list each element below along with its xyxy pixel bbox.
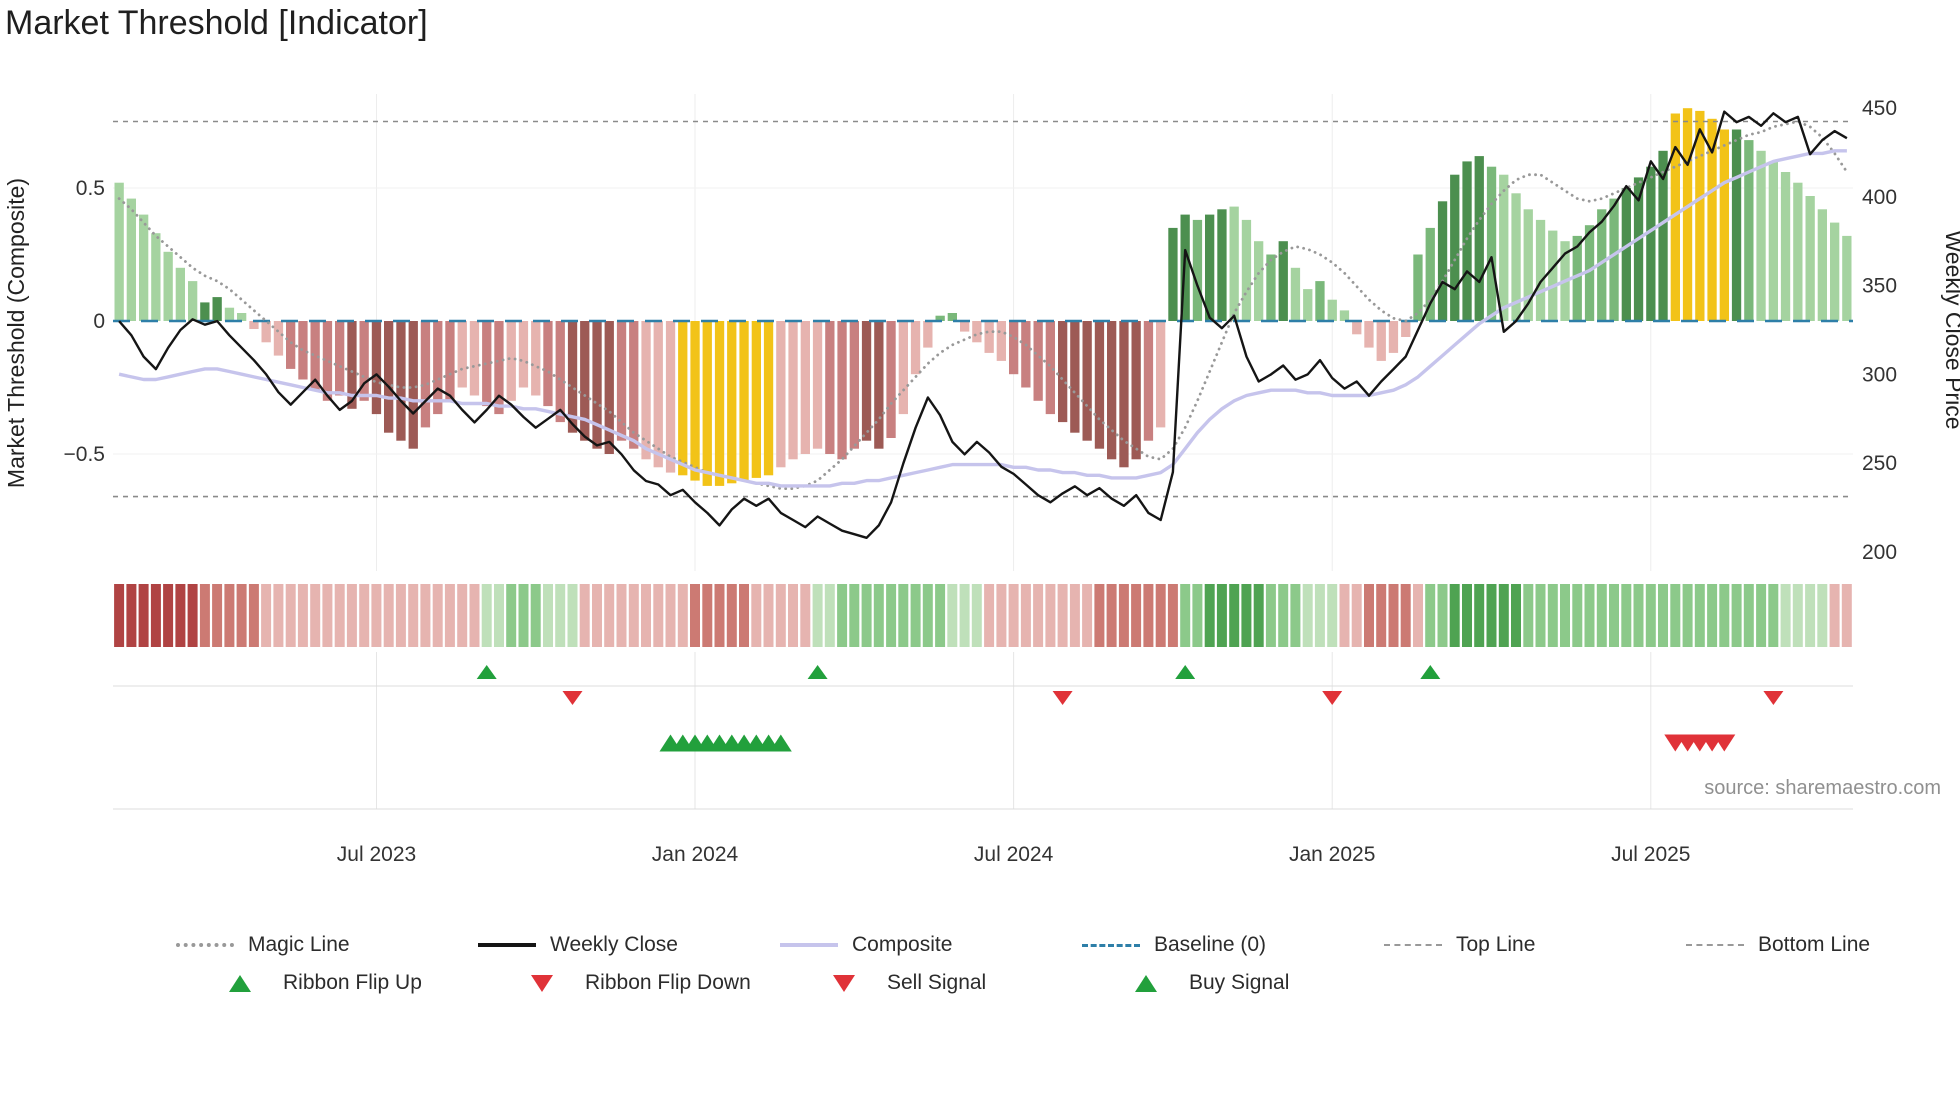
legend-label-buy-signal: Buy Signal xyxy=(1189,971,1290,994)
ribbon-flip-up-icon xyxy=(229,974,251,992)
svg-text:Jul 2025: Jul 2025 xyxy=(1611,843,1690,866)
composite-line xyxy=(118,149,1847,488)
svg-text:200: 200 xyxy=(1862,541,1897,564)
legend-label-sell-signal: Sell Signal xyxy=(887,971,987,994)
momentum-ribbon xyxy=(114,584,1852,647)
x-axis-labels: Jul 2023 Jan 2024 Jul 2024 Jan 2025 Jul 2025 xyxy=(337,843,1691,866)
legend-label-composite: Composite xyxy=(852,933,953,956)
weekly-close-line xyxy=(118,110,1848,539)
source-text: source: sharemaestro.com xyxy=(1704,777,1941,799)
svg-text:0.5: 0.5 xyxy=(76,177,105,200)
right-axis-title: Weekly Close Price xyxy=(1941,231,1960,430)
legend-label-magic-line: Magic Line xyxy=(248,933,350,956)
page-title: Market Threshold [Indicator] xyxy=(5,4,428,42)
y-axis-left: 0.5 0 −0.5 Market Threshold (Composite) xyxy=(3,177,105,488)
svg-text:Jul 2024: Jul 2024 xyxy=(974,843,1054,866)
buy-signal-icon xyxy=(1135,974,1157,992)
left-axis-title: Market Threshold (Composite) xyxy=(3,178,29,488)
sell-signal-markers xyxy=(1664,734,1736,752)
legend-item-baseline: Baseline (0) xyxy=(1082,932,1266,958)
legend-label-baseline: Baseline (0) xyxy=(1154,933,1267,956)
sell-signal-icon xyxy=(833,974,855,992)
svg-text:0: 0 xyxy=(93,310,105,333)
legend-item-buy-signal: Buy Signal xyxy=(1117,970,1289,996)
svg-text:400: 400 xyxy=(1862,186,1897,209)
legend-label-ribbon-flip-up: Ribbon Flip Up xyxy=(283,971,422,994)
legend-label-ribbon-flip-down: Ribbon Flip Down xyxy=(585,971,751,994)
svg-text:−0.5: −0.5 xyxy=(64,443,105,466)
ribbon-flip-down-markers xyxy=(562,691,1784,705)
legend-item-top-line: Top Line xyxy=(1384,932,1535,958)
svg-text:Jan 2024: Jan 2024 xyxy=(652,843,739,866)
composite-swatch xyxy=(780,943,838,947)
svg-text:350: 350 xyxy=(1862,275,1897,298)
legend-label-bottom-line: Bottom Line xyxy=(1758,933,1871,956)
legend-item-composite: Composite xyxy=(780,932,952,958)
threshold-bars xyxy=(114,108,1852,486)
legend-item-sell-signal: Sell Signal xyxy=(815,970,986,996)
svg-text:Jan 2025: Jan 2025 xyxy=(1289,843,1375,866)
legend-label-top-line: Top Line xyxy=(1456,933,1536,956)
svg-text:300: 300 xyxy=(1862,363,1897,386)
legend-item-weekly-close: Weekly Close xyxy=(478,932,678,958)
legend-item-ribbon-flip-down: Ribbon Flip Down xyxy=(513,970,751,996)
ribbon-flip-down-icon xyxy=(531,974,553,992)
y-axis-right: 450 400 350 300 250 200 Weekly Close Price xyxy=(1862,97,1960,564)
magic-line-swatch xyxy=(176,943,234,947)
weekly-close-swatch xyxy=(478,943,536,947)
baseline-swatch xyxy=(1082,943,1140,947)
ribbon-flip-up-markers xyxy=(476,665,1441,679)
legend-item-magic-line: Magic Line xyxy=(176,932,350,958)
buy-signal-markers xyxy=(659,734,792,752)
legend-item-bottom-line: Bottom Line xyxy=(1686,932,1870,958)
legend-label-weekly-close: Weekly Close xyxy=(550,933,678,956)
bottom-line-swatch xyxy=(1686,944,1744,946)
svg-text:250: 250 xyxy=(1862,452,1897,475)
grid xyxy=(113,94,1853,809)
top-line-swatch xyxy=(1384,944,1442,946)
svg-text:Jul 2023: Jul 2023 xyxy=(337,843,416,866)
svg-text:450: 450 xyxy=(1862,97,1897,120)
legend-item-ribbon-flip-up: Ribbon Flip Up xyxy=(211,970,422,996)
